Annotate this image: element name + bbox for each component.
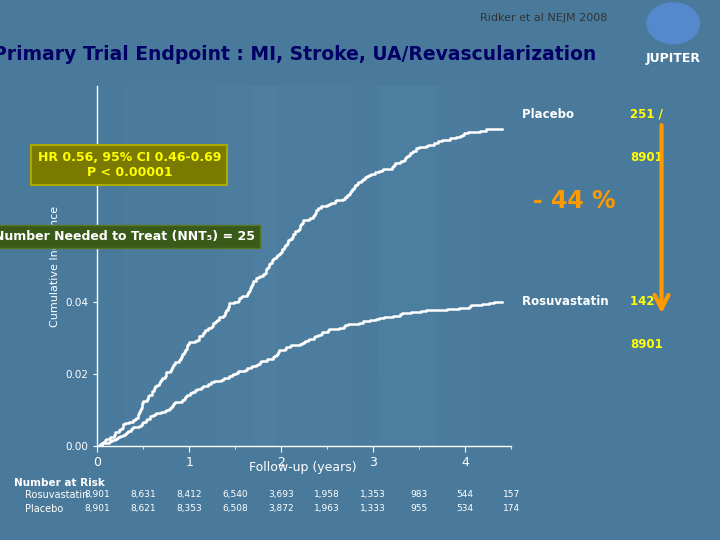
Text: 955: 955 [410, 504, 428, 512]
Text: 983: 983 [410, 490, 428, 499]
Text: 6,508: 6,508 [222, 504, 248, 512]
Text: 142 /: 142 / [630, 295, 663, 308]
Text: 8,901: 8,901 [84, 504, 110, 512]
Text: 157: 157 [503, 490, 520, 499]
Text: JUPITER: JUPITER [646, 52, 701, 65]
Text: Follow-up (years): Follow-up (years) [248, 461, 356, 474]
Text: 174: 174 [503, 504, 520, 512]
Text: 1,353: 1,353 [360, 490, 386, 499]
Text: 1,963: 1,963 [315, 504, 340, 512]
Text: 8901: 8901 [630, 151, 663, 164]
Text: 251 /: 251 / [630, 108, 663, 121]
Circle shape [126, 0, 275, 540]
Text: Rosuvastatin: Rosuvastatin [25, 490, 89, 500]
Text: 8901: 8901 [630, 338, 663, 351]
Circle shape [647, 3, 699, 44]
Circle shape [255, 0, 436, 540]
Circle shape [379, 0, 478, 540]
Text: - 44 %: - 44 % [533, 190, 615, 213]
Text: 8,353: 8,353 [176, 504, 202, 512]
Text: Number at Risk: Number at Risk [14, 478, 105, 488]
Text: 8,631: 8,631 [130, 490, 156, 499]
Text: Primary Trial Endpoint : MI, Stroke, UA/Revascularization: Primary Trial Endpoint : MI, Stroke, UA/… [0, 45, 596, 64]
Text: 8,901: 8,901 [84, 490, 110, 499]
Text: Ridker et al NEJM 2008: Ridker et al NEJM 2008 [480, 13, 608, 23]
Circle shape [222, 0, 346, 540]
Text: 3,693: 3,693 [269, 490, 294, 499]
Text: 8,412: 8,412 [176, 490, 202, 499]
Text: Placebo: Placebo [521, 108, 577, 121]
Text: 6,540: 6,540 [222, 490, 248, 499]
Text: 534: 534 [456, 504, 474, 512]
Text: 1,958: 1,958 [315, 490, 340, 499]
Text: HR 0.56, 95% CI 0.46-0.69
P < 0.00001: HR 0.56, 95% CI 0.46-0.69 P < 0.00001 [37, 151, 221, 179]
Text: Number Needed to Treat (NNT₅) = 25: Number Needed to Treat (NNT₅) = 25 [0, 230, 256, 243]
Text: 8,621: 8,621 [130, 504, 156, 512]
Y-axis label: Cumulative Incidence: Cumulative Incidence [50, 205, 60, 327]
Text: 544: 544 [456, 490, 474, 499]
Text: 1,333: 1,333 [360, 504, 386, 512]
Text: Placebo: Placebo [25, 504, 63, 514]
Text: 3,872: 3,872 [269, 504, 294, 512]
Text: Rosuvastatin: Rosuvastatin [521, 295, 613, 308]
